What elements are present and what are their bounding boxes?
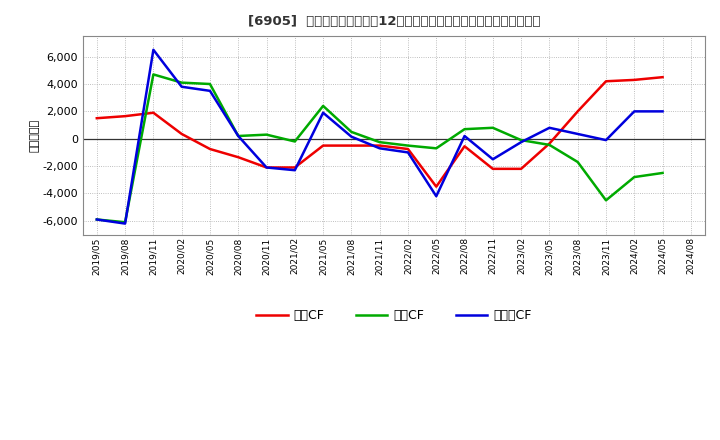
Line: フリーCF: フリーCF	[96, 50, 662, 224]
投資CF	[630, 174, 639, 180]
投資CF	[319, 103, 328, 109]
フリーCF	[92, 217, 101, 222]
投資CF	[375, 139, 384, 145]
フリーCF	[630, 109, 639, 114]
フリーCF	[290, 168, 299, 173]
営業CF	[630, 77, 639, 83]
投資CF	[206, 81, 215, 87]
営業CF	[347, 143, 356, 148]
営業CF	[121, 114, 130, 119]
フリーCF	[121, 221, 130, 226]
投資CF	[517, 137, 526, 143]
投資CF	[92, 217, 101, 222]
営業CF	[488, 166, 497, 172]
フリーCF	[460, 133, 469, 139]
投資CF	[573, 159, 582, 165]
フリーCF	[573, 131, 582, 136]
フリーCF	[602, 137, 611, 143]
投資CF	[432, 146, 441, 151]
投資CF	[262, 132, 271, 137]
営業CF	[432, 184, 441, 189]
フリーCF	[432, 194, 441, 199]
Y-axis label: （百万円）: （百万円）	[30, 119, 40, 152]
フリーCF	[177, 84, 186, 89]
営業CF	[375, 143, 384, 148]
フリーCF	[319, 110, 328, 115]
フリーCF	[488, 157, 497, 162]
投資CF	[545, 142, 554, 147]
営業CF	[262, 165, 271, 170]
フリーCF	[545, 125, 554, 130]
フリーCF	[206, 88, 215, 93]
投資CF	[488, 125, 497, 130]
フリーCF	[262, 165, 271, 170]
営業CF	[460, 143, 469, 149]
営業CF	[602, 79, 611, 84]
Line: 営業CF: 営業CF	[96, 77, 662, 187]
投資CF	[658, 170, 667, 176]
投資CF	[347, 129, 356, 135]
投資CF	[121, 220, 130, 225]
投資CF	[460, 127, 469, 132]
フリーCF	[234, 133, 243, 139]
営業CF	[234, 154, 243, 160]
投資CF	[404, 143, 413, 148]
投資CF	[177, 80, 186, 85]
営業CF	[545, 141, 554, 146]
投資CF	[149, 72, 158, 77]
フリーCF	[149, 47, 158, 52]
Line: 投資CF: 投資CF	[96, 74, 662, 222]
フリーCF	[658, 109, 667, 114]
営業CF	[404, 147, 413, 152]
投資CF	[602, 198, 611, 203]
フリーCF	[347, 134, 356, 139]
Title: [6905]  キャッシュフローの12か月移動合計の対前年同期増減額の推移: [6905] キャッシュフローの12か月移動合計の対前年同期増減額の推移	[248, 15, 540, 28]
フリーCF	[517, 139, 526, 145]
営業CF	[149, 110, 158, 115]
営業CF	[573, 109, 582, 114]
営業CF	[290, 165, 299, 170]
営業CF	[517, 166, 526, 172]
営業CF	[177, 131, 186, 136]
営業CF	[206, 147, 215, 152]
投資CF	[234, 133, 243, 139]
投資CF	[290, 139, 299, 144]
営業CF	[92, 116, 101, 121]
フリーCF	[375, 146, 384, 151]
Legend: 営業CF, 投資CF, フリーCF: 営業CF, 投資CF, フリーCF	[251, 304, 536, 327]
営業CF	[658, 74, 667, 80]
営業CF	[319, 143, 328, 148]
フリーCF	[404, 150, 413, 155]
